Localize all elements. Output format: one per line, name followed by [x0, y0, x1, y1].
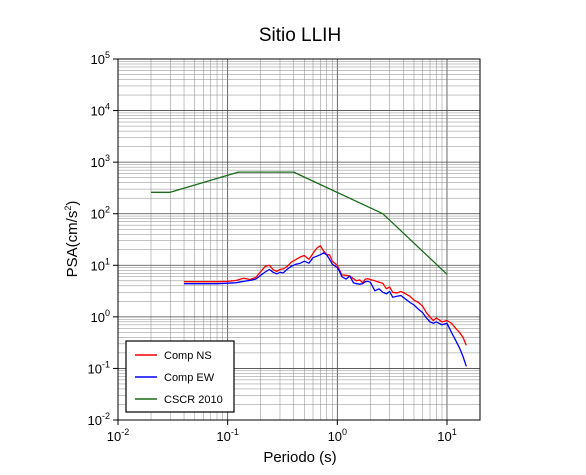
x-tick-exponent: 1 [452, 427, 457, 437]
y-tick-label: 103 [91, 153, 110, 170]
y-tick-label: 100 [91, 308, 110, 325]
x-tick-label: 10-2 [107, 427, 129, 444]
y-tick-exponent: -2 [102, 411, 110, 421]
y-tick-base: 10 [88, 361, 102, 376]
y-tick-base: 10 [91, 155, 105, 170]
y-tick-exponent: 5 [105, 50, 110, 60]
y-axis-label-main: PSA(cm/s [64, 211, 81, 278]
plot-frame [117, 58, 481, 421]
x-tick-exponent: -2 [121, 427, 129, 437]
y-tick-exponent: 2 [105, 205, 110, 215]
x-tick-base: 10 [216, 429, 230, 444]
x-tick-base: 10 [437, 429, 451, 444]
series-line-comp-ew [184, 252, 467, 367]
y-axis-label: PSA(cm/s2) [63, 201, 81, 278]
series-line-comp-ns [184, 245, 467, 346]
legend-label-comp-ns: Comp NS [164, 350, 212, 362]
y-tick-exponent: 1 [105, 256, 110, 266]
y-axis-label-suffix: ) [64, 201, 81, 206]
series-lines [151, 171, 467, 367]
y-tick-label: 101 [91, 256, 110, 273]
chart-title: Sitio LLIH [259, 25, 341, 46]
x-tick-base: 10 [328, 429, 342, 444]
y-tick-label: 10-1 [88, 359, 110, 376]
y-tick-exponent: 4 [105, 102, 110, 112]
legend-label-comp-ew: Comp EW [164, 372, 215, 384]
y-tick-base: 10 [91, 52, 105, 67]
y-tick-base: 10 [91, 104, 105, 119]
y-tick-base: 10 [91, 310, 105, 325]
y-tick-exponent: 0 [105, 308, 110, 318]
x-axis-label: Periodo (s) [263, 449, 336, 466]
x-tick-label: 101 [437, 427, 456, 444]
y-tick-base: 10 [88, 413, 102, 428]
legend-label-cscr-2010: CSCR 2010 [164, 394, 223, 406]
x-tick-base: 10 [107, 429, 121, 444]
y-tick-exponent: -1 [102, 359, 110, 369]
y-tick-label: 102 [91, 205, 110, 222]
series-line-cscr-2010 [151, 171, 448, 275]
y-tick-label: 10-2 [88, 411, 110, 428]
x-tick-label: 10-1 [216, 427, 238, 444]
y-tick-exponent: 3 [105, 153, 110, 163]
y-tick-label: 105 [91, 50, 110, 67]
x-tick-exponent: -1 [231, 427, 239, 437]
y-axis-label-superscript: 2 [63, 206, 73, 211]
y-tick-base: 10 [91, 258, 105, 273]
y-tick-base: 10 [91, 207, 105, 222]
legend: Comp NS Comp EW CSCR 2010 [125, 340, 235, 413]
x-tick-label: 100 [328, 427, 347, 444]
y-tick-label: 104 [91, 102, 110, 119]
x-tick-exponent: 0 [342, 427, 347, 437]
grid [117, 58, 481, 421]
